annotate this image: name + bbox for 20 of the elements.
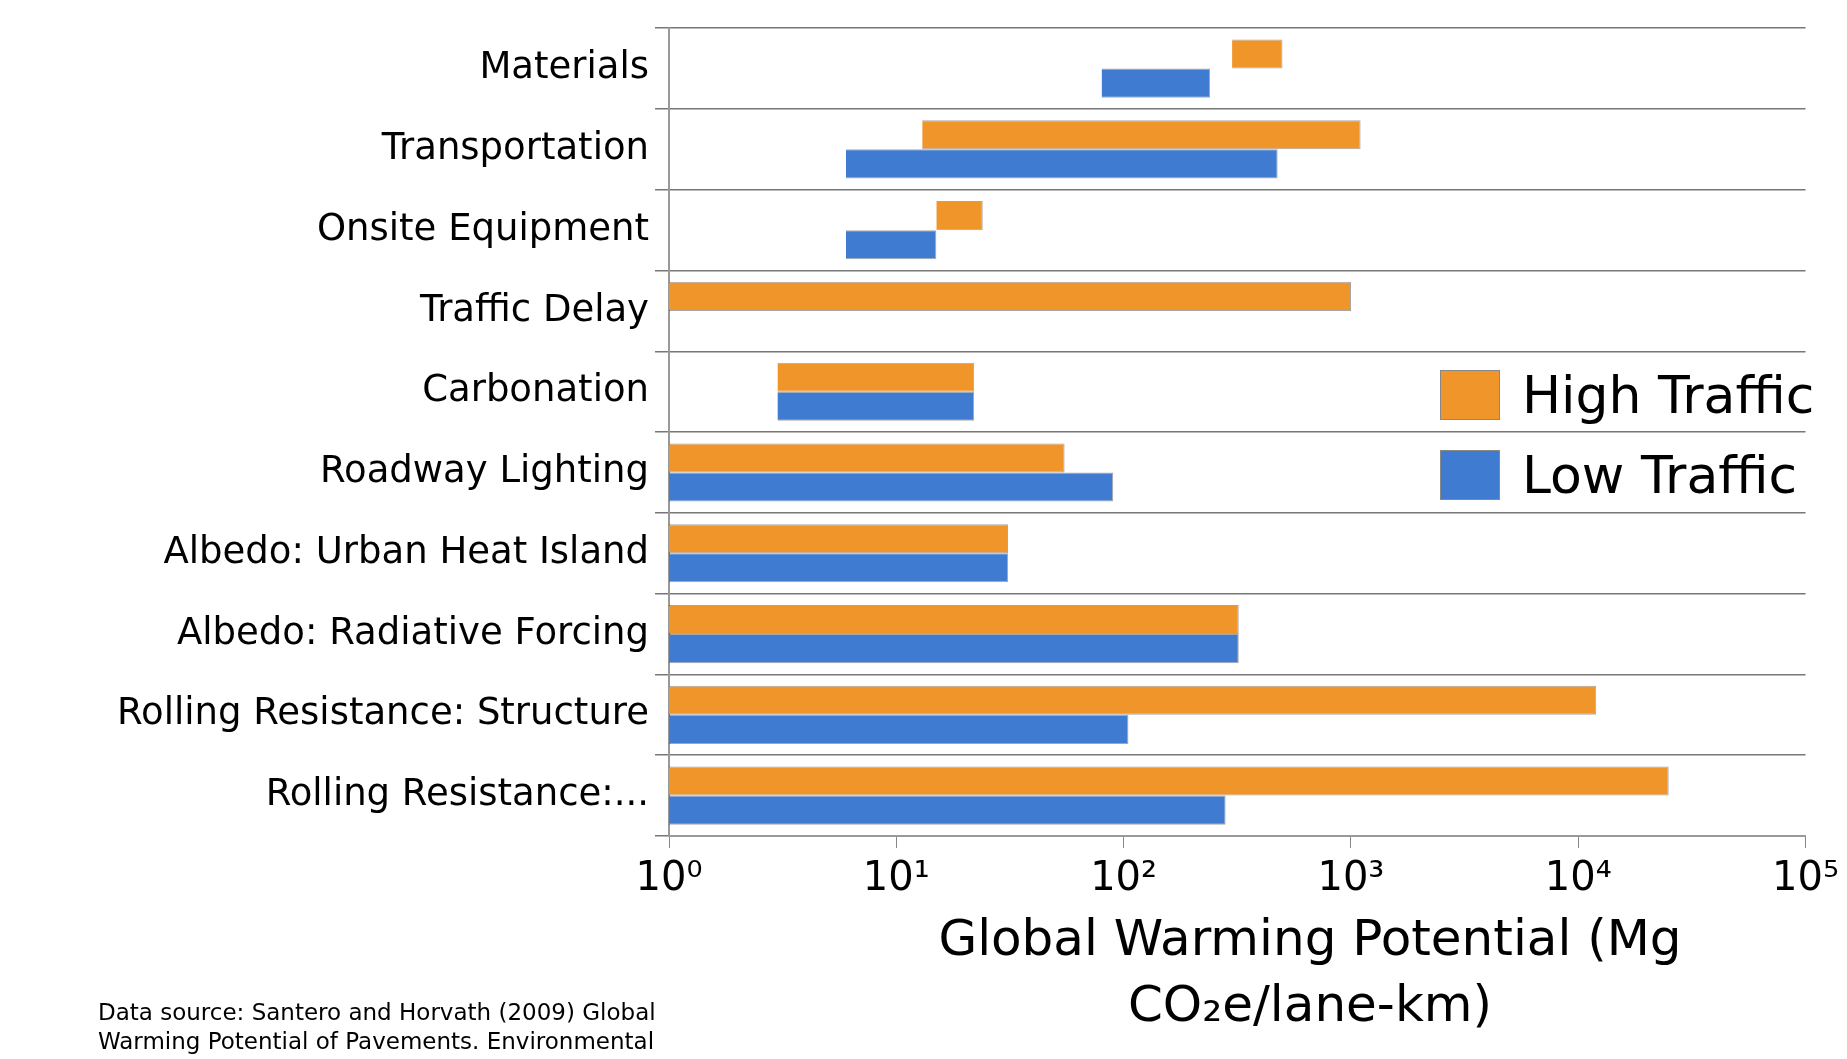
y-tick-label: Traffic Delay: [418, 286, 649, 330]
x-tick-label: 10⁵: [1772, 853, 1839, 900]
y-tick-label: Rolling Resistance:...: [265, 771, 649, 815]
legend-label: High Traffic: [1522, 365, 1815, 425]
y-tick-label: Materials: [479, 44, 649, 88]
x-tick-label: 10⁴: [1544, 853, 1612, 900]
legend-label: Low Traffic: [1522, 445, 1798, 505]
source-note: Data source: Santero and Horvath (2009) Global Warming Potential of Pavements. Environmental: [98, 998, 657, 1056]
y-tick-label: Onsite Equipment: [316, 205, 649, 249]
y-tick-label: Albedo: Radiative Forcing: [177, 609, 649, 653]
y-tick-label: Roadway Lighting: [320, 448, 649, 492]
x-tick-label: 10⁰: [635, 853, 703, 900]
y-tick-label: Rolling Resistance: Structure: [117, 690, 649, 734]
y-tick-label: Carbonation: [422, 367, 649, 411]
x-tick-label: 10²: [1090, 853, 1158, 900]
y-tick-label: Albedo: Urban Heat Island: [163, 528, 649, 572]
x-tick-label: 10¹: [862, 853, 930, 900]
x-axis-title: Global Warming Potential (Mg CO₂e/lane-km): [937, 908, 1683, 1035]
y-tick-label: Transportation: [380, 124, 649, 168]
x-tick-label: 10³: [1317, 853, 1385, 900]
